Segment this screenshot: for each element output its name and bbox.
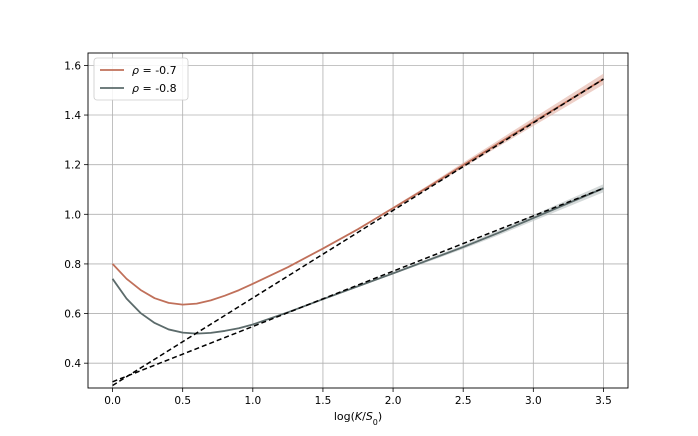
legend: ρ = -0.7 ρ = -0.8 xyxy=(93,57,189,101)
y-tick-label: 1.6 xyxy=(64,60,81,72)
y-tick-label: 1.4 xyxy=(64,110,81,122)
asymptote-line-2 xyxy=(112,187,604,383)
series-line-2 xyxy=(111,187,604,335)
grid xyxy=(88,53,628,388)
series-line-1 xyxy=(111,78,604,306)
x-tick-label: 0.5 xyxy=(174,395,191,407)
asymptote-line-1 xyxy=(112,78,604,387)
x-tick-label: 3.0 xyxy=(525,395,542,407)
x-tick-label: 1.0 xyxy=(244,395,261,407)
legend-label-1: ρ = -0.7 xyxy=(132,64,177,77)
confidence-bands xyxy=(112,73,604,334)
legend-label-2: ρ = -0.8 xyxy=(132,82,177,95)
confidence-band-1 xyxy=(112,73,604,305)
y-tick-label: 1.0 xyxy=(64,209,81,221)
x-tick-label: 2.5 xyxy=(455,395,472,407)
axis-ticks: 0.0 0.5 1.0 1.5 2.0 2.5 3.0 3.5 0.4 0.6 0.8 1.0 1.2 1… xyxy=(64,60,612,407)
y-tick-label: 0.4 xyxy=(64,358,81,370)
y-tick-label: 0.6 xyxy=(64,309,81,321)
x-tick-label: 1.5 xyxy=(315,395,332,407)
y-tick-label: 1.2 xyxy=(64,160,81,172)
x-tick-label: 2.0 xyxy=(385,395,402,407)
legend-box xyxy=(93,57,189,101)
x-tick-label: 3.5 xyxy=(595,395,612,407)
series-lines xyxy=(111,78,604,335)
x-tick-label: 0.0 xyxy=(104,395,121,407)
x-axis-label: log(K/S0) xyxy=(334,410,382,427)
confidence-band-2 xyxy=(112,184,604,334)
plot-frame xyxy=(87,52,629,389)
asymptote-lines xyxy=(112,78,604,387)
y-tick-label: 0.8 xyxy=(64,259,81,271)
